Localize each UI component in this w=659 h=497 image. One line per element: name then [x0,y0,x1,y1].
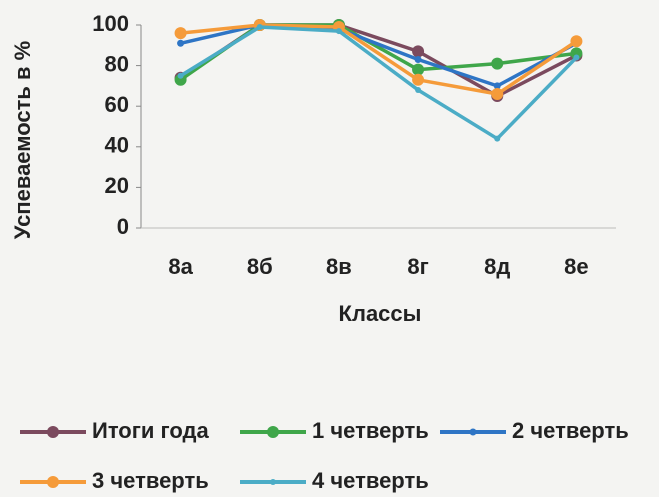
data-point [493,82,501,90]
data-point [335,28,342,35]
y-tick-label: 20 [105,173,129,198]
legend-marker [267,426,279,438]
legend-label: 4 четверть [312,468,429,493]
x-tick-label: 8в [326,254,352,279]
series-line [179,25,578,141]
x-tick-label: 8д [484,254,510,279]
data-point [412,63,425,76]
data-point [412,73,425,86]
data-point [415,86,422,93]
data-point [494,135,501,142]
data-point [177,72,184,79]
x-tick-label: 8е [564,254,588,279]
y-tick-label: 0 [117,214,129,239]
data-point [570,47,583,60]
y-tick-label: 60 [105,92,129,117]
data-point [256,24,263,31]
data-point [491,57,504,70]
x-tick-label: 8б [247,254,273,279]
x-axis-label: Классы [339,301,422,326]
legend-label: 3 четверть [92,468,209,493]
y-tick-label: 80 [105,51,129,76]
y-tick-label: 100 [92,11,129,36]
data-point [414,56,422,64]
data-point [174,73,187,86]
y-axis-label: Успеваемость в % [10,41,35,239]
data-point [573,54,580,61]
legend-marker [47,476,59,488]
legend-label: 2 четверть [512,418,629,443]
data-point [570,35,583,48]
data-point [174,27,187,40]
data-point [177,39,185,47]
legend-label: 1 четверть [312,418,429,443]
data-point [491,88,504,101]
legend-marker [469,428,477,436]
x-tick-label: 8г [407,254,428,279]
legend-marker [47,426,59,438]
x-tick-label: 8а [168,254,193,279]
legend-marker [270,479,276,485]
series-line [180,23,578,96]
y-tick-label: 40 [105,133,129,158]
legend-label: Итоги года [92,418,210,443]
data-point [412,45,425,58]
